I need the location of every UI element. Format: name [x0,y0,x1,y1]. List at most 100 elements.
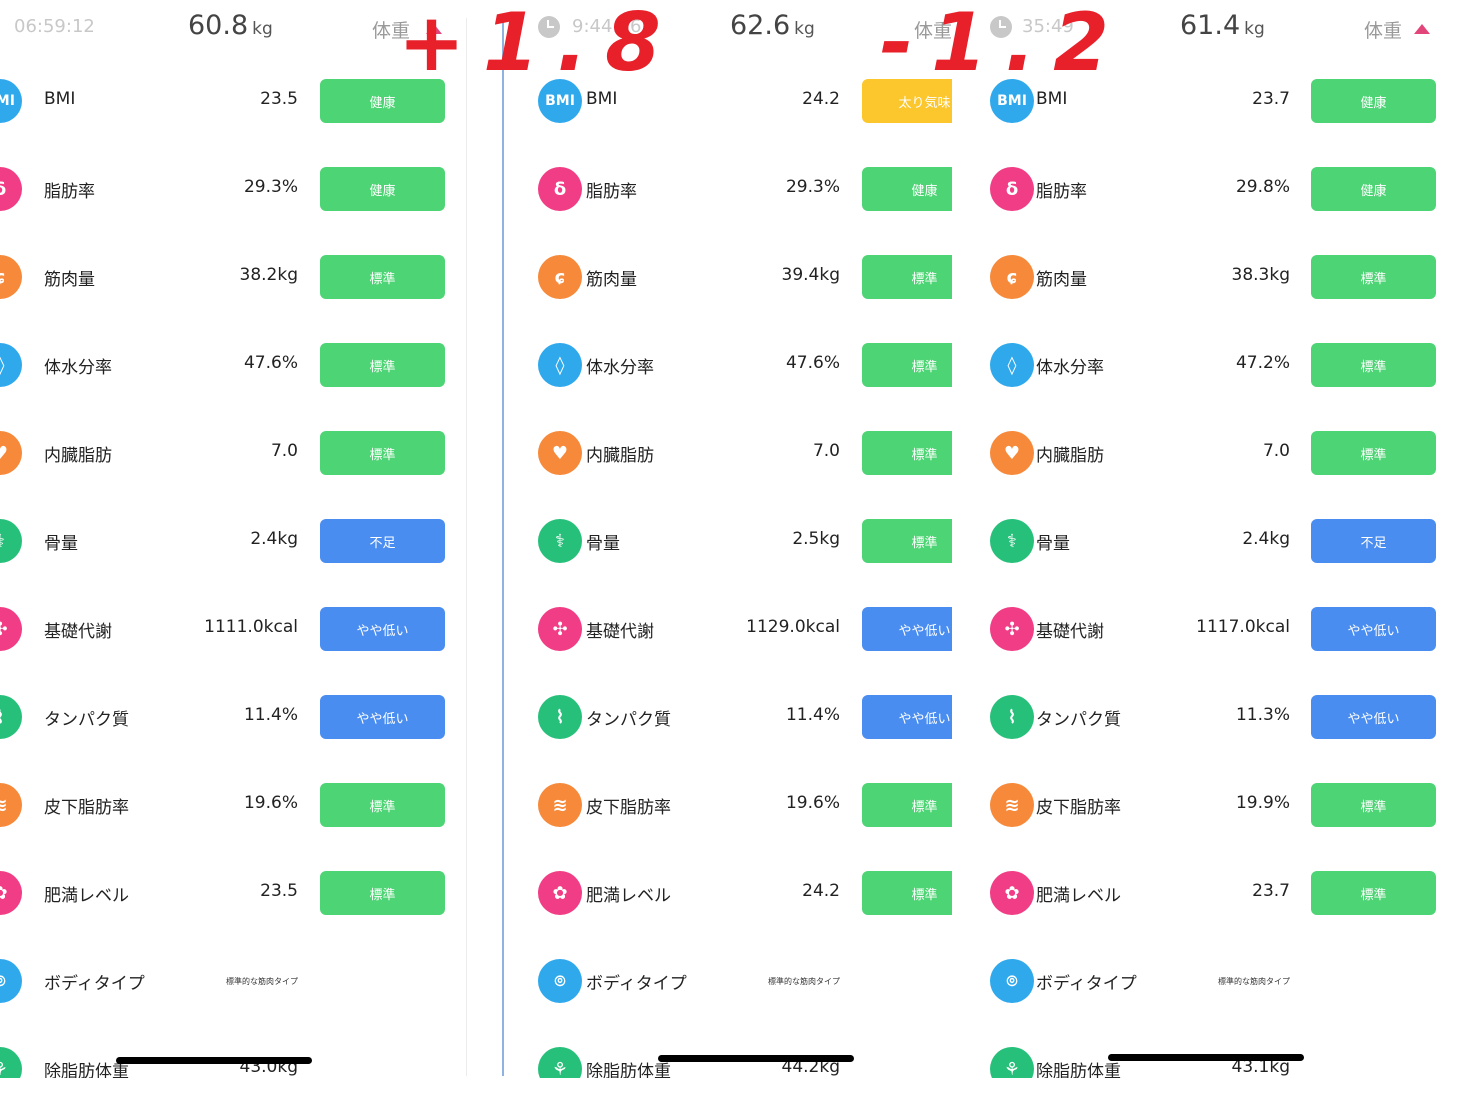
status-badge[interactable]: 標準 [1311,343,1436,387]
metric-value: 23.5 [260,89,298,109]
status-badge[interactable]: 標準 [320,255,445,299]
status-badge[interactable]: 標準 [862,343,952,387]
metric-label: 皮下脂肪率 [44,798,129,818]
status-badge[interactable]: 健康 [320,167,445,211]
metric-row[interactable]: ✣ 基礎代謝 1117.0kcal やや低い [968,586,1458,674]
metric-row[interactable]: BMI BMI 24.2 太り気味 [516,58,952,146]
status-badge[interactable]: やや低い [862,607,952,651]
status-badge[interactable]: 健康 [1311,79,1436,123]
status-badge[interactable]: 健康 [862,167,952,211]
status-badge[interactable]: やや低い [1311,695,1436,739]
status-badge[interactable]: 標準 [862,431,952,475]
sort-up-icon[interactable] [426,24,442,34]
metric-value: 19.6% [243,793,298,813]
metric-row[interactable]: ⚘ 除脂肪体重 44.2kg [516,1026,952,1078]
status-badge[interactable]: 健康 [1311,167,1436,211]
status-badge[interactable]: やや低い [320,607,445,651]
metric-row[interactable]: ✣ 基礎代謝 1129.0kcal やや低い [516,586,952,674]
metric-row[interactable]: ◊ 体水分率 47.2% 標準 [968,322,1458,410]
metric-row[interactable]: ɕ 筋肉量 38.3kg 標準 [968,234,1458,322]
status-badge[interactable]: 標準 [1311,871,1436,915]
metric-label: ボディタイプ [44,974,145,994]
metric-label: BMI [44,89,76,109]
metric-label: 脂肪率 [586,182,637,202]
status-badge[interactable]: やや低い [1311,607,1436,651]
visceral-fat-icon: ♥ [0,431,22,475]
metric-row[interactable]: ⌾ボディタイプ標準的な筋肉タイプ [516,938,952,1026]
status-badge[interactable]: 標準 [1311,255,1436,299]
home-indicator[interactable] [658,1055,854,1062]
status-badge[interactable]: 不足 [320,519,445,563]
subcutaneous-fat-icon: ≋ [0,783,22,827]
metric-row[interactable]: ✿ 肥満レベル 23.7 標準 [968,850,1458,938]
status-badge[interactable]: 標準 [320,431,445,475]
metric-row[interactable]: ⚕ 骨量 2.5kg 標準 [516,498,952,586]
status-badge[interactable]: やや低い [862,695,952,739]
metric-row[interactable]: ɕ 筋肉量 38.2kg 標準 [0,234,468,322]
metric-value: 23.7 [1252,89,1290,109]
metric-row[interactable]: ⚘ 除脂肪体重 43.1kg [968,1026,1458,1078]
status-badge[interactable]: やや低い [320,695,445,739]
metric-row[interactable]: BMI BMI 23.7 健康 [968,58,1458,146]
metric-row[interactable]: ✿ 肥満レベル 24.2 標準 [516,850,952,938]
muscle-icon: ɕ [538,255,582,299]
metric-label: 内臓脂肪 [44,446,112,466]
weight-value: 60.8 kg [188,10,273,41]
metric-row[interactable]: ⌇ タンパク質 11.3% やや低い [968,674,1458,762]
status-badge[interactable]: 標準 [320,783,445,827]
status-badge[interactable]: 標準 [320,343,445,387]
status-badge[interactable]: 標準 [320,871,445,915]
metric-row[interactable]: ✣ 基礎代謝 1111.0kcal やや低い [0,586,468,674]
metric-row[interactable]: ɕ 筋肉量 39.4kg 標準 [516,234,952,322]
metric-row[interactable]: ✿ 肥満レベル 23.5 標準 [0,850,468,938]
measurement-time: 06:59:12 [14,16,95,37]
status-badge[interactable]: 健康 [320,79,445,123]
panel-edge [466,18,467,1076]
metric-label: 脂肪率 [44,182,95,202]
water-icon: ◊ [0,343,22,387]
metric-label: 体水分率 [1036,358,1104,378]
status-badge[interactable]: 標準 [862,871,952,915]
status-badge[interactable]: 標準 [862,783,952,827]
metric-value: 1111.0kcal [204,617,298,637]
water-icon: ◊ [538,343,582,387]
metric-value: 38.2kg [239,265,299,285]
status-badge[interactable]: 標準 [862,255,952,299]
measurement-time: 35:49 [1022,16,1074,37]
metric-row[interactable]: ≋ 皮下脂肪率 19.9% 標準 [968,762,1458,850]
home-indicator[interactable] [1108,1054,1304,1061]
metabolism-icon: ✣ [0,607,22,651]
home-indicator[interactable] [116,1057,312,1064]
metric-label: タンパク質 [44,710,129,730]
status-badge[interactable]: 太り気味 [862,79,952,123]
status-badge[interactable]: 標準 [862,519,952,563]
bmi-icon: BMI [990,79,1034,123]
metric-value: 2.5kg [792,529,840,549]
status-badge[interactable]: 標準 [1311,783,1436,827]
metric-value: 19.6% [785,793,840,813]
bmi-icon: BMI [538,79,582,123]
metric-value: 標準的な筋肉タイプ [768,977,840,986]
clock-icon [538,16,560,38]
metric-row[interactable]: ≋ 皮下脂肪率 19.6% 標準 [0,762,468,850]
metric-row[interactable]: ⌾ボディタイプ標準的な筋肉タイプ [968,938,1458,1026]
status-badge[interactable]: 標準 [1311,431,1436,475]
metric-row[interactable]: δ 脂肪率 29.8% 健康 [968,146,1458,234]
status-badge[interactable]: 不足 [1311,519,1436,563]
sort-up-icon[interactable] [1414,24,1430,34]
metric-row[interactable]: BMI BMI 23.5 健康 [0,58,468,146]
